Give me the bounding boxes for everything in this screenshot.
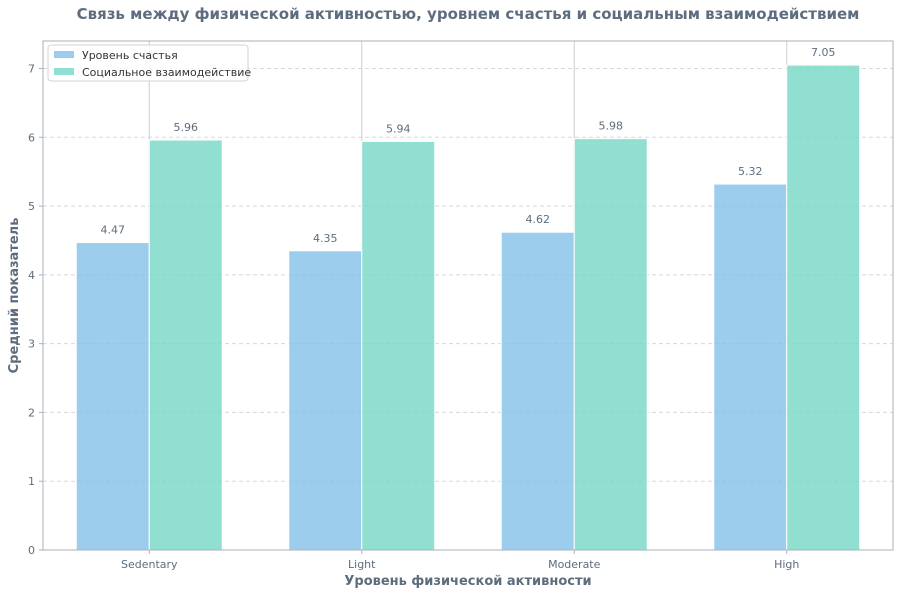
- x-tick-label: High: [774, 558, 799, 571]
- bar-happiness-high: [713, 183, 788, 551]
- x-axis-label: Уровень физической активности: [344, 574, 591, 589]
- value-label: 5.96: [174, 121, 199, 134]
- ticks: 0 1 2 3 4 5 6 7 Sedentary Light Moderate High: [28, 63, 799, 571]
- bar-happiness-light: [288, 250, 363, 551]
- legend-entry: Уровень счастья: [82, 49, 178, 62]
- y-tick-label: 1: [28, 475, 35, 488]
- y-tick-label: 7: [28, 63, 35, 76]
- bar-social-high: [786, 64, 861, 551]
- x-tick-label: Light: [348, 558, 376, 571]
- chart-title: Связь между физической активностью, уров…: [77, 5, 860, 23]
- bars: [75, 64, 861, 551]
- value-label: 5.98: [599, 120, 624, 133]
- y-tick-label: 2: [28, 406, 35, 419]
- value-label: 7.05: [811, 46, 836, 59]
- bar-happiness-moderate: [500, 231, 575, 551]
- bar-happiness-sedentary: [75, 242, 150, 551]
- legend: Уровень счастья Социальное взаимодействие: [47, 44, 251, 82]
- y-axis-label: Средний показатель: [7, 218, 22, 374]
- bar-social-light: [361, 140, 436, 551]
- value-label: 4.35: [313, 232, 338, 245]
- value-label: 5.94: [386, 122, 411, 135]
- legend-swatch: [54, 68, 74, 75]
- y-tick-label: 6: [28, 131, 35, 144]
- value-label: 4.47: [101, 224, 126, 237]
- y-tick-label: 0: [28, 544, 35, 557]
- x-tick-label: Moderate: [548, 558, 601, 571]
- y-tick-label: 4: [28, 269, 35, 282]
- legend-swatch: [54, 51, 74, 58]
- x-tick-label: Sedentary: [121, 558, 178, 571]
- bar-social-moderate: [573, 138, 648, 551]
- legend-entry: Социальное взаимодействие: [82, 66, 251, 79]
- value-label: 5.32: [738, 165, 763, 178]
- y-tick-label: 3: [28, 338, 35, 351]
- value-labels: 4.47 5.96 4.35 5.94 4.62 5.98 5.32 7.05: [101, 46, 836, 245]
- plot-frame: [42, 40, 894, 551]
- y-tick-label: 5: [28, 200, 35, 213]
- value-label: 4.62: [526, 213, 551, 226]
- bar-social-sedentary: [148, 139, 223, 551]
- legend-box: [47, 44, 249, 82]
